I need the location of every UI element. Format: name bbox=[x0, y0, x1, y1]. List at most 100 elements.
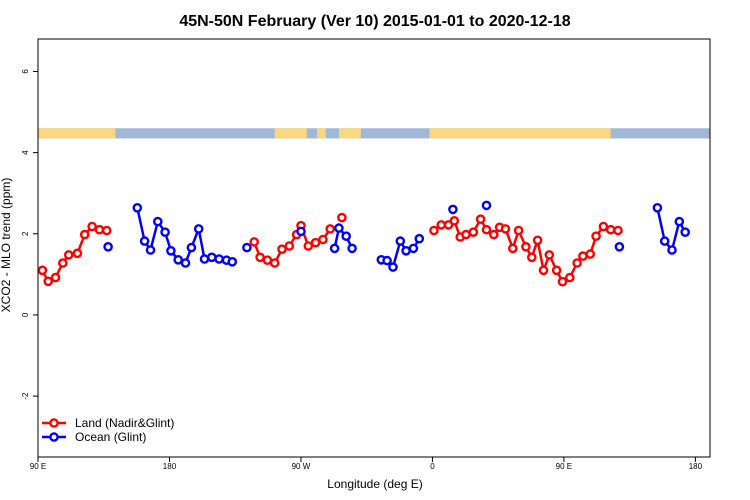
data-point bbox=[249, 237, 259, 247]
data-point bbox=[199, 254, 210, 264]
legend-item: Land (Nadir&Glint) bbox=[42, 416, 174, 430]
y-tick-label: 2 bbox=[21, 231, 30, 236]
x-tick-label: 90 E bbox=[30, 462, 46, 471]
legend: Land (Nadir&Glint)Ocean (Glint) bbox=[42, 416, 174, 444]
land-strip-segment bbox=[338, 128, 361, 139]
data-point bbox=[50, 272, 61, 283]
chart-title: 45N-50N February (Ver 10) 2015-01-01 to … bbox=[179, 13, 570, 30]
legend-item: Ocean (Glint) bbox=[42, 430, 146, 444]
data-point bbox=[277, 244, 287, 254]
data-point bbox=[659, 236, 670, 246]
data-point bbox=[101, 225, 112, 236]
data-point bbox=[310, 237, 321, 248]
data-point bbox=[598, 221, 609, 232]
data-point bbox=[521, 241, 531, 252]
data-point bbox=[303, 241, 314, 251]
data-point bbox=[72, 248, 83, 259]
x-tick-label: 90 E bbox=[556, 462, 572, 471]
data-point bbox=[173, 254, 183, 265]
y-tick-label: -2 bbox=[21, 392, 30, 400]
data-point bbox=[667, 245, 677, 255]
axes: 90 E 180 90 W 0 90 E 180 -2 0 2 4 6 bbox=[21, 69, 703, 471]
data-point bbox=[532, 235, 543, 246]
data-point bbox=[94, 224, 105, 235]
data-point bbox=[488, 229, 499, 240]
data-point bbox=[145, 245, 156, 255]
x-tick-label: 90 W bbox=[292, 462, 311, 471]
data-point bbox=[591, 231, 601, 241]
data-point bbox=[325, 224, 336, 234]
data-point bbox=[468, 227, 479, 237]
land-strip-segment bbox=[429, 128, 611, 139]
data-point bbox=[334, 223, 344, 233]
land-strip-segment bbox=[317, 128, 326, 139]
data-point bbox=[242, 242, 252, 253]
data-point bbox=[186, 242, 197, 253]
data-point bbox=[166, 245, 176, 256]
data-point bbox=[538, 265, 549, 276]
legend-label: Land (Nadir&Glint) bbox=[75, 416, 174, 430]
data-point bbox=[58, 258, 68, 268]
data-point bbox=[507, 243, 518, 254]
data-point bbox=[544, 250, 555, 260]
legend-marker bbox=[49, 432, 59, 442]
plot-frame bbox=[37, 38, 711, 458]
data-point bbox=[652, 202, 663, 213]
data-point bbox=[329, 243, 340, 254]
legend-label: Ocean (Glint) bbox=[75, 430, 146, 444]
data-point bbox=[449, 215, 460, 226]
data-point bbox=[551, 265, 562, 276]
ocean-strip bbox=[38, 128, 710, 139]
x-axis-label: Longitude (deg E) bbox=[327, 477, 422, 491]
series-ocean bbox=[103, 200, 691, 272]
x-tick-label: 0 bbox=[430, 462, 435, 471]
y-tick-label: 0 bbox=[21, 312, 30, 317]
data-point bbox=[680, 227, 691, 237]
data-point bbox=[132, 202, 143, 213]
data-point bbox=[408, 243, 419, 254]
y-axis-label: XCO2 - MLO trend (ppm) bbox=[0, 178, 13, 313]
plot-area bbox=[37, 128, 710, 287]
data-point bbox=[614, 241, 625, 252]
data-point bbox=[578, 251, 588, 261]
data-point bbox=[87, 221, 97, 232]
data-point bbox=[674, 216, 685, 227]
data-point bbox=[388, 262, 398, 272]
data-point bbox=[296, 226, 306, 237]
data-point bbox=[429, 225, 439, 236]
data-point bbox=[572, 258, 582, 268]
data-point bbox=[103, 241, 113, 252]
data-point bbox=[214, 254, 224, 264]
data-point bbox=[605, 224, 616, 235]
data-point bbox=[382, 255, 392, 266]
data-point bbox=[79, 229, 90, 240]
data-point bbox=[557, 276, 568, 287]
data-point bbox=[481, 224, 492, 235]
data-point bbox=[513, 225, 524, 236]
data-point bbox=[613, 225, 623, 236]
data-point bbox=[395, 236, 406, 246]
series-land bbox=[37, 212, 623, 287]
y-tick-label: 4 bbox=[21, 150, 30, 155]
land-strip-segment bbox=[38, 128, 116, 139]
data-point bbox=[347, 243, 357, 254]
data-point bbox=[63, 250, 74, 260]
data-point bbox=[284, 241, 295, 251]
data-point bbox=[565, 272, 575, 283]
data-point bbox=[206, 252, 217, 263]
data-point bbox=[43, 276, 54, 287]
x-tick-label: 180 bbox=[689, 462, 703, 471]
data-point bbox=[318, 234, 328, 245]
data-point bbox=[527, 252, 537, 263]
data-point bbox=[500, 224, 511, 234]
data-point bbox=[227, 256, 238, 267]
data-point bbox=[37, 265, 48, 276]
series-line bbox=[333, 226, 354, 249]
data-point bbox=[180, 258, 191, 268]
data-point bbox=[160, 227, 170, 237]
data-point bbox=[414, 233, 425, 244]
data-point bbox=[139, 236, 150, 246]
data-point bbox=[481, 200, 492, 211]
data-point bbox=[193, 224, 204, 234]
